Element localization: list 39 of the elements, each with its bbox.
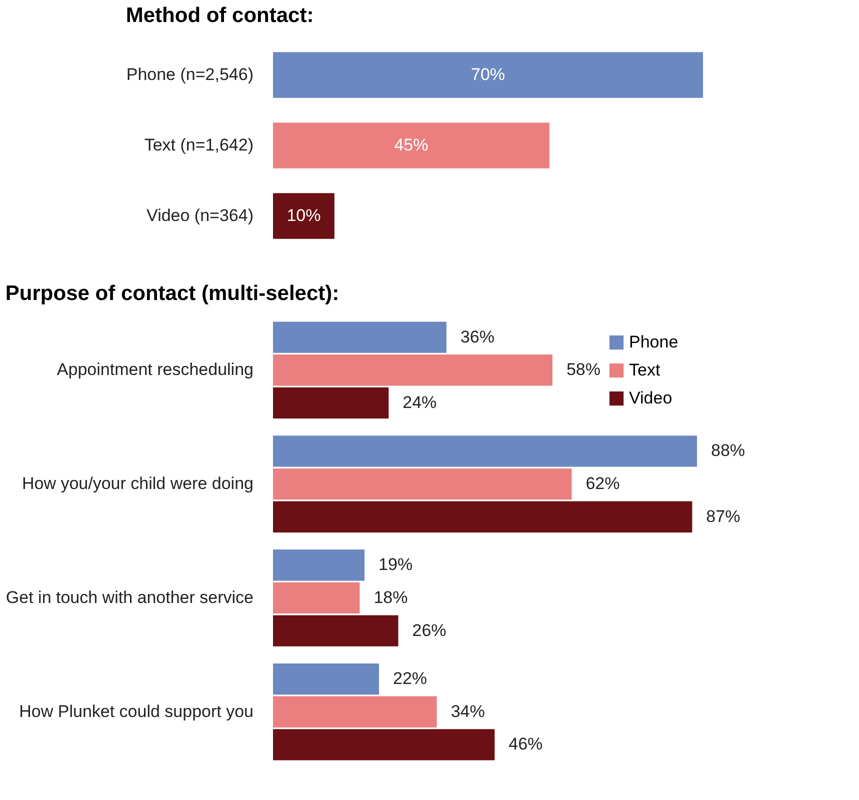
bar — [273, 550, 365, 581]
data-label: 34% — [450, 702, 485, 721]
data-label: 58% — [566, 360, 600, 380]
bar — [273, 354, 552, 386]
data-label: 87% — [706, 506, 740, 526]
y-tick-label: Video (n=364) — [146, 206, 254, 225]
legend-label: Phone — [629, 332, 678, 352]
bar — [273, 729, 495, 760]
legend-label: Video — [629, 388, 672, 408]
legend-label: Text — [629, 360, 660, 380]
data-label: 62% — [586, 474, 620, 494]
bar — [273, 468, 572, 500]
bar — [273, 615, 398, 646]
y-tick-label: How you/your child were doing — [22, 474, 254, 494]
y-tick-label: Appointment rescheduling — [56, 360, 254, 380]
data-label: 22% — [393, 669, 428, 688]
data-label: 18% — [374, 588, 408, 607]
data-label: 45% — [394, 136, 428, 154]
y-tick-label: How Plunket could support you — [19, 702, 254, 721]
data-label: 19% — [378, 555, 413, 574]
data-label: 88% — [711, 441, 746, 460]
bar — [273, 582, 360, 614]
bar — [273, 322, 446, 353]
bar — [273, 501, 692, 532]
data-label: 24% — [402, 392, 437, 412]
data-label: 70% — [470, 65, 506, 84]
data-label: 26% — [412, 620, 446, 640]
y-tick-label: Get in touch with another service — [6, 588, 254, 607]
chart-title: Purpose of contact (multi-select): — [5, 282, 340, 305]
bar — [273, 696, 437, 728]
y-tick-label: Phone (n=2,546) — [126, 65, 254, 84]
data-label: 46% — [508, 734, 543, 754]
data-label: 10% — [286, 206, 321, 225]
y-tick-label: Text (n=1,642) — [144, 136, 254, 154]
data-label: 36% — [460, 327, 494, 346]
bar — [273, 663, 379, 695]
bar — [273, 436, 697, 467]
bar — [273, 387, 389, 419]
chart-title: Method of contact: — [126, 4, 314, 27]
